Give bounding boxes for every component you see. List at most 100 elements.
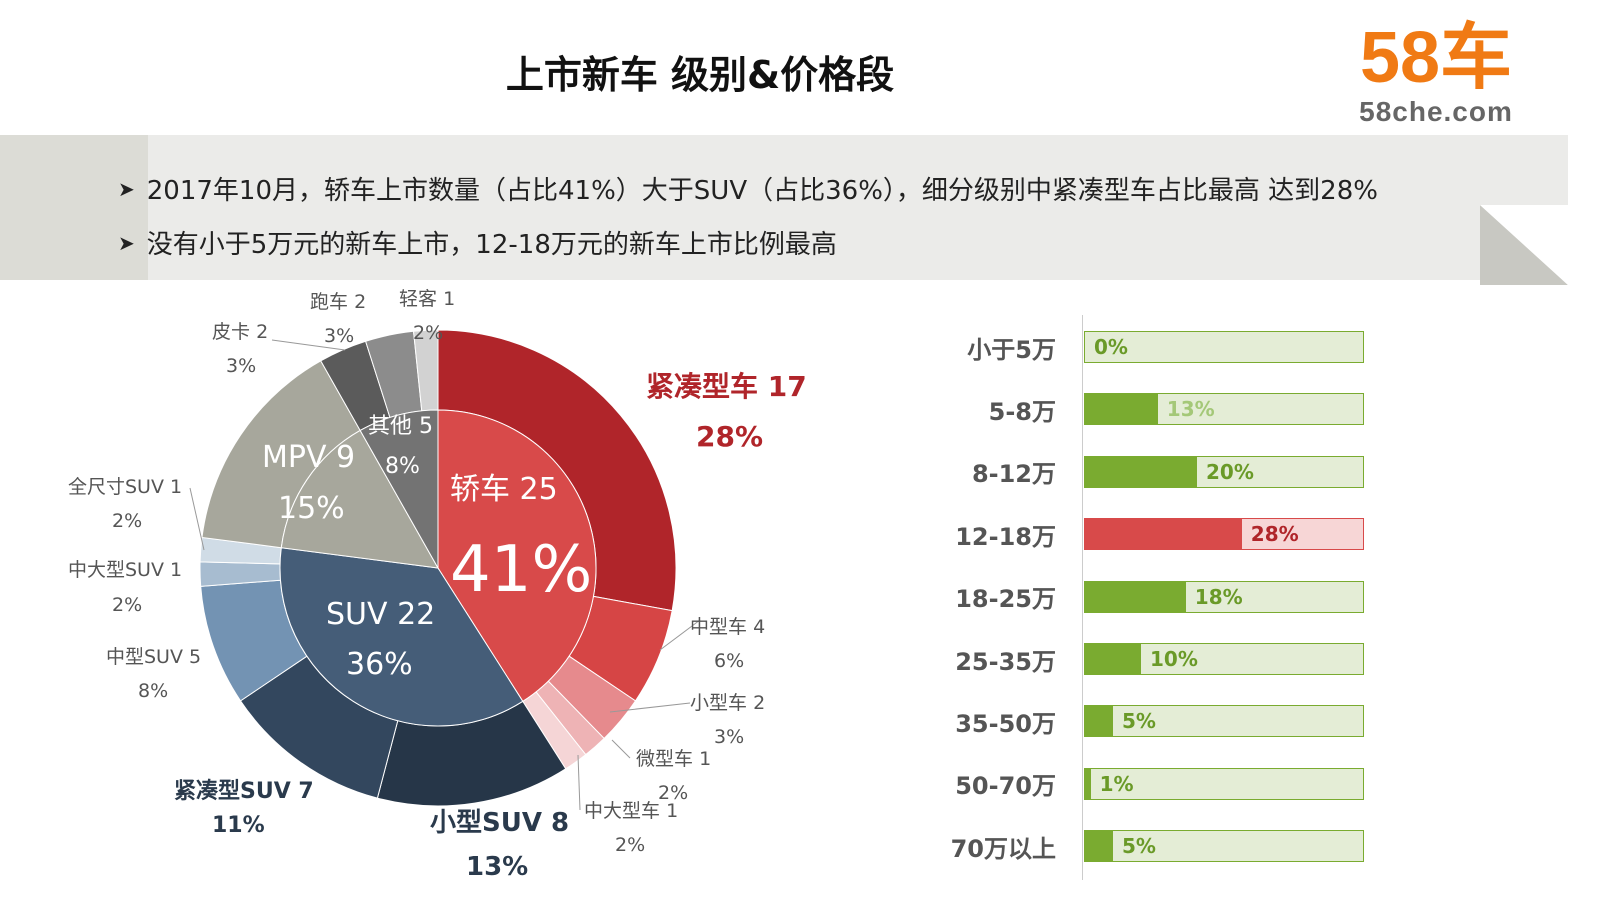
bar-value-label: 18% (1194, 584, 1243, 609)
bar (1085, 768, 1091, 799)
label-pickup-pct: 3% (226, 355, 257, 377)
bar-value-label: 5% (1122, 834, 1156, 859)
bar-category-label: 12-18万 (955, 522, 1056, 551)
bar-category-label: 70万以上 (950, 834, 1056, 863)
arrow-bullet-icon: ➤ (118, 230, 135, 255)
bar (1085, 394, 1158, 425)
bullet-text: 2017年10月，轿车上市数量（占比41%）大于SUV（占比36%），细分级别中… (146, 176, 1378, 206)
logo-sub: 58che.com (1359, 96, 1513, 127)
bar-row: 小于5万 0% (940, 331, 1364, 364)
page-title: 上市新车 级别&价格段 (505, 53, 895, 97)
bar-value-label: 5% (1122, 709, 1156, 734)
bar-track: 10% (1084, 643, 1364, 675)
bar-category-label: 25-35万 (955, 647, 1056, 676)
label-fullsize-suv: 全尺寸SUV 1 (68, 476, 183, 498)
label-large-suv-pct: 2% (112, 594, 143, 616)
label-mini-car: 微型车 1 (636, 748, 712, 770)
bar (1085, 706, 1113, 737)
bar-row: 5-8万 13% (940, 393, 1364, 426)
bar-value-label: 28% (1250, 522, 1299, 547)
label-inner-sedan-pct: 41% (450, 533, 593, 607)
bar-category-label: 35-50万 (955, 709, 1056, 738)
label-small-car-pct: 3% (714, 726, 745, 748)
bar-category-label: 18-25万 (955, 585, 1056, 614)
label-compact-suv: 紧凑型SUV 7 (174, 779, 314, 804)
leader-line (189, 487, 205, 551)
bar-row: 8-12万 20% (940, 455, 1364, 489)
label-compact-car-pct: 28% (696, 420, 764, 453)
label-large-car: 中大型车 1 (584, 800, 679, 822)
label-large-car-pct: 2% (615, 834, 646, 856)
bar-row: 25-35万 10% (940, 643, 1364, 676)
bar-track: 13% (1084, 393, 1364, 426)
label-sports-car: 跑车 2 (310, 291, 367, 313)
bar-value-label: 1% (1099, 771, 1134, 796)
label-mini-car-pct: 2% (658, 782, 689, 804)
summary-band (0, 135, 1568, 280)
inner-slice-3 (359, 409, 439, 570)
bar-axis (1082, 315, 1083, 880)
page-fold-cut (1480, 205, 1568, 285)
leader-line (271, 339, 346, 351)
bar-row: 12-18万 28% (940, 518, 1364, 551)
bar-category-label: 5-8万 (988, 397, 1056, 426)
sunburst-chart (189, 329, 701, 811)
bar-row: 50-70万 1% (940, 767, 1364, 801)
inner-slice-1 (279, 547, 524, 727)
label-pickup: 皮卡 2 (212, 321, 269, 343)
bar-track: 1% (1084, 767, 1364, 800)
bar-track: 18% (1084, 580, 1364, 613)
label-sports-car-pct: 3% (324, 325, 355, 347)
label-light-bus: 轻客 1 (399, 288, 456, 310)
label-inner-other: 其他 5 (368, 414, 434, 439)
bar-track: 5% (1084, 705, 1364, 738)
bar-row: 70万以上 5% (940, 830, 1364, 863)
bullet-1: ➤ 2017年10月，轿车上市数量（占比41%）大于SUV（占比36%），细分级别… (118, 170, 1378, 207)
label-compact-suv-pct: 11% (212, 813, 265, 838)
bar-row: 35-50万 5% (940, 705, 1364, 738)
label-midsize-suv-pct: 8% (138, 680, 169, 702)
label-light-bus-pct: 2% (413, 322, 444, 344)
label-compact-car: 紧凑型车 17 (646, 370, 807, 403)
label-inner-suv-pct: 36% (346, 647, 413, 682)
inner-slice-2 (280, 429, 439, 569)
label-small-suv-pct: 13% (466, 852, 529, 882)
label-midsize-car: 中型车 4 (690, 616, 766, 638)
label-midsize-suv: 中型SUV 5 (106, 646, 202, 668)
bar (1085, 581, 1186, 612)
bar-track: 28% (1084, 518, 1364, 551)
bar-value-label: 20% (1206, 459, 1254, 484)
logo: 58车 58che.com (1336, 18, 1536, 126)
leader-line (659, 619, 701, 651)
leader-line (611, 739, 631, 759)
label-midsize-car-pct: 6% (714, 650, 745, 672)
inner-slice-0 (437, 409, 597, 703)
bar-category-label: 50-70万 (955, 772, 1056, 801)
bar-category-label: 8-12万 (971, 460, 1056, 489)
bar-track: 0% (1084, 331, 1364, 363)
leader-line (609, 702, 691, 713)
bar (1085, 519, 1242, 550)
label-inner-other-pct: 8% (385, 454, 420, 479)
bar-row: 18-25万 18% (940, 580, 1364, 614)
label-small-car: 小型车 2 (690, 692, 766, 714)
bar (1085, 831, 1113, 862)
band-accent (0, 135, 148, 280)
bar-category-label: 小于5万 (967, 335, 1056, 364)
label-inner-suv: SUV 22 (326, 597, 436, 632)
bar (1085, 456, 1197, 487)
label-inner-mpv: MPV 9 (262, 440, 356, 475)
label-inner-sedan: 轿车 25 (450, 472, 558, 507)
bar-track: 20% (1084, 455, 1364, 488)
bar-value-label: 13% (1166, 397, 1215, 422)
bar-value-label: 0% (1094, 335, 1128, 359)
bullet-2: ➤ 没有小于5万元的新车上市，12-18万元的新车上市比例最高 (118, 224, 837, 261)
bar (1085, 644, 1141, 674)
logo-main: 58车 (1359, 18, 1513, 98)
label-small-suv: 小型SUV 8 (430, 808, 570, 838)
label-fullsize-suv-pct: 2% (112, 510, 143, 532)
arrow-bullet-icon: ➤ (118, 176, 135, 201)
bar-value-label: 10% (1150, 647, 1198, 671)
bar-track: 5% (1084, 830, 1364, 863)
label-large-suv: 中大型SUV 1 (68, 559, 183, 581)
